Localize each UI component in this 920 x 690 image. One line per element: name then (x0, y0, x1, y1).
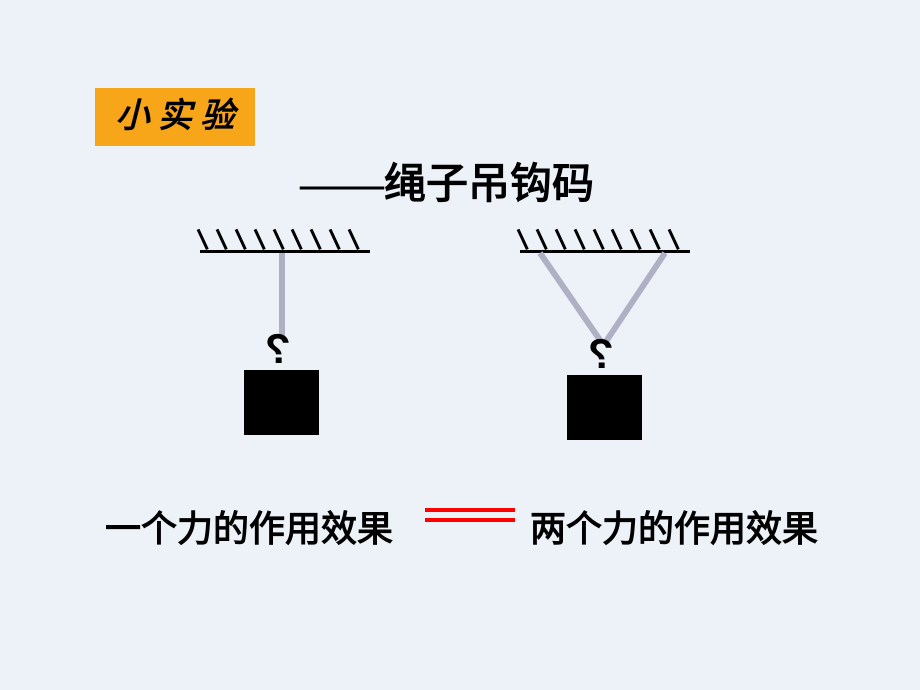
right-effect-label: 两个力的作用效果 (530, 500, 818, 552)
diagram-area: ? ? (0, 225, 920, 465)
right-ceiling (520, 225, 690, 255)
experiment-badge: 小 实 验 (95, 88, 255, 146)
left-weight (244, 370, 319, 435)
equals-line-bottom (425, 518, 515, 522)
left-ceiling (200, 225, 370, 255)
equals-line-top (425, 508, 515, 512)
left-hook-icon: ? (265, 325, 291, 373)
page-title: ——绳子吊钩码 (300, 150, 594, 211)
right-weight (567, 375, 642, 440)
equals-icon (425, 508, 515, 526)
left-effect-label: 一个力的作用效果 (105, 500, 393, 552)
right-hook-icon: ? (588, 330, 614, 378)
